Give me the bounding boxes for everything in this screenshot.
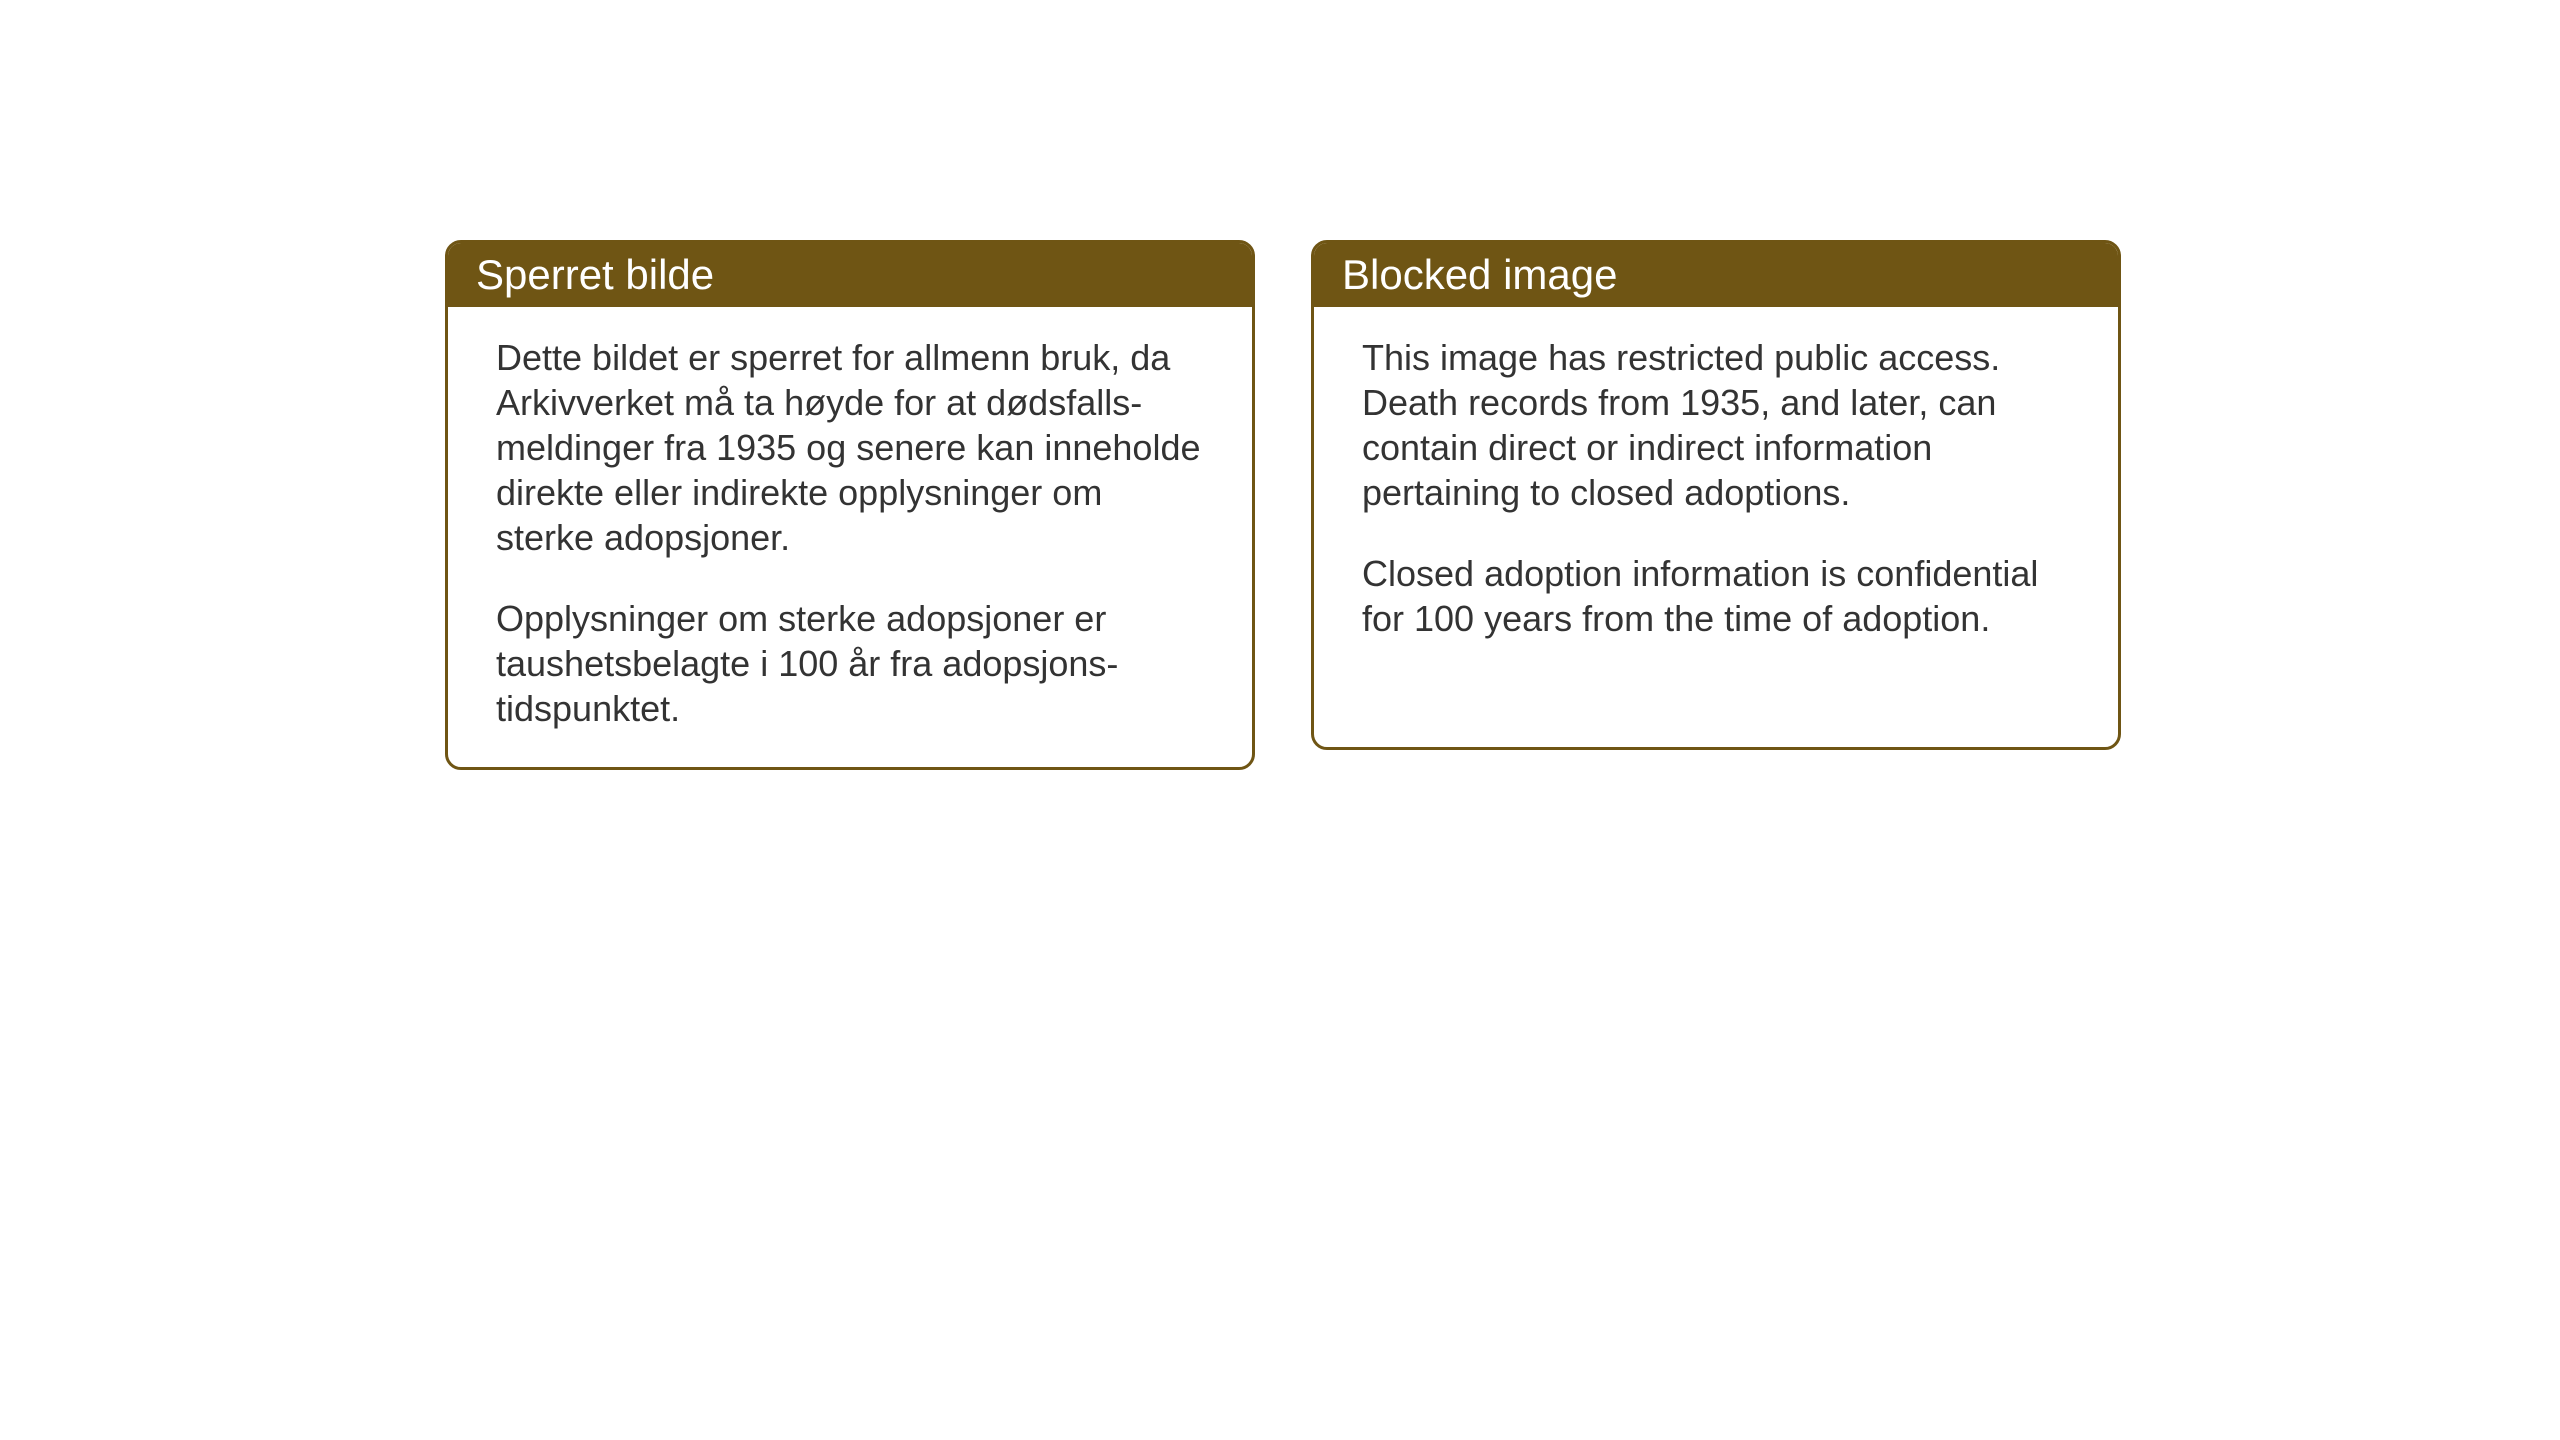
card-title-english: Blocked image [1342, 251, 1617, 298]
card-header-english: Blocked image [1314, 243, 2118, 307]
card-body-norwegian: Dette bildet er sperret for allmenn bruk… [448, 307, 1252, 767]
blocked-image-card-english: Blocked image This image has restricted … [1311, 240, 2121, 750]
card-paragraph-norwegian-1: Dette bildet er sperret for allmenn bruk… [496, 335, 1204, 560]
card-paragraph-norwegian-2: Opplysninger om sterke adopsjoner er tau… [496, 596, 1204, 731]
card-paragraph-english-1: This image has restricted public access.… [1362, 335, 2070, 515]
card-title-norwegian: Sperret bilde [476, 251, 714, 298]
card-header-norwegian: Sperret bilde [448, 243, 1252, 307]
blocked-image-card-norwegian: Sperret bilde Dette bildet er sperret fo… [445, 240, 1255, 770]
card-body-english: This image has restricted public access.… [1314, 307, 2118, 677]
card-paragraph-english-2: Closed adoption information is confident… [1362, 551, 2070, 641]
card-container: Sperret bilde Dette bildet er sperret fo… [445, 240, 2121, 770]
